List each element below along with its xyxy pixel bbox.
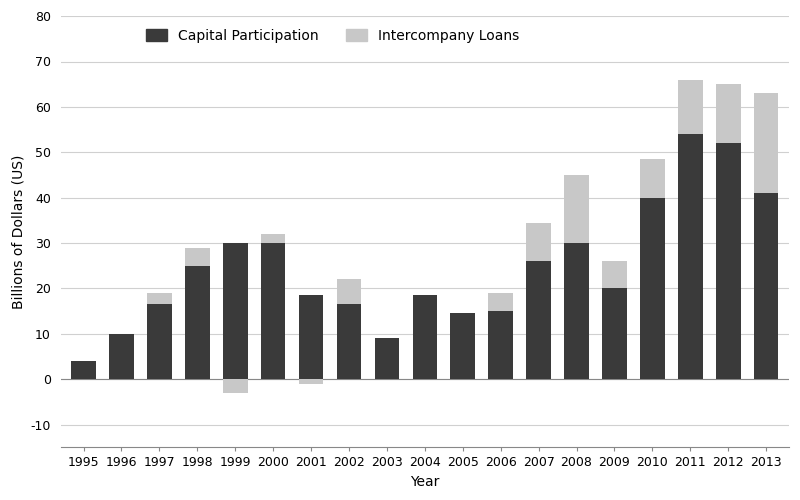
Bar [261,234,286,243]
Bar [185,266,210,379]
Bar [754,193,778,379]
Bar [488,311,513,379]
Y-axis label: Billions of Dollars (US): Billions of Dollars (US) [11,154,25,309]
Bar [526,222,551,261]
Bar [678,80,702,134]
Bar [185,248,210,266]
Bar [109,334,134,379]
Bar [147,293,172,304]
Bar [754,94,778,193]
Bar [450,314,475,379]
Bar [716,84,741,143]
Bar [564,243,589,379]
X-axis label: Year: Year [410,475,439,489]
Bar [716,143,741,379]
Bar [602,261,626,288]
Bar [640,159,665,198]
Bar [298,379,323,384]
Bar [298,296,323,379]
Bar [640,198,665,379]
Bar [564,175,589,243]
Bar [374,338,399,379]
Legend: Capital Participation, Intercompany Loans: Capital Participation, Intercompany Loan… [141,23,525,48]
Bar [337,280,362,304]
Bar [488,293,513,311]
Bar [147,304,172,379]
Bar [413,296,437,379]
Bar [223,379,247,393]
Bar [678,134,702,379]
Bar [223,243,247,379]
Bar [337,304,362,379]
Bar [71,361,96,379]
Bar [261,243,286,379]
Bar [526,261,551,379]
Bar [602,288,626,379]
